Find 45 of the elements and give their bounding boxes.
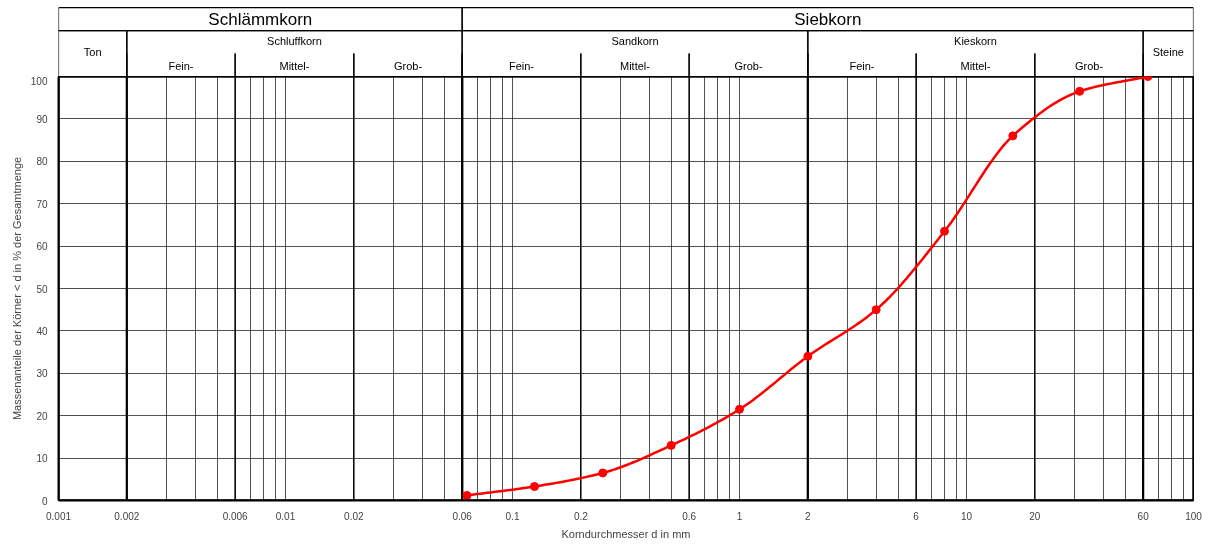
y-tick-label: 10 <box>36 453 48 465</box>
y-tick-label: 30 <box>36 368 48 380</box>
band-label: Schluffkorn <box>267 34 322 47</box>
y-tick-label: 0 <box>41 495 48 507</box>
band-label: Grob- <box>393 60 423 73</box>
band-label: Mittel- <box>620 60 651 73</box>
x-tick-label: 0.006 <box>222 510 249 522</box>
band-label: Sandkorn <box>611 34 659 47</box>
band-label: Kieskorn <box>954 34 997 47</box>
band-label: Steine <box>1152 46 1184 59</box>
y-tick-label: 80 <box>36 156 48 168</box>
x-tick-label: 0.1 <box>505 510 520 522</box>
y-axis-title: Massenanteile der Körner < d in % der Gesamtmenge <box>10 156 23 421</box>
x-tick-label: 0.2 <box>573 510 589 522</box>
y-tick-label: 50 <box>36 283 48 295</box>
y-tick-label: 40 <box>36 325 48 337</box>
y-tick-label: 70 <box>36 198 48 210</box>
x-tick-label: 10 <box>960 510 973 522</box>
band-label: Fein- <box>168 60 194 73</box>
x-tick-label: 20 <box>1029 510 1041 522</box>
y-tick-label: 90 <box>36 113 48 125</box>
x-tick-label: 0.02 <box>344 510 364 522</box>
y-tick-label: 100 <box>30 75 48 87</box>
band-label: Ton <box>83 46 102 59</box>
x-tick-label: 60 <box>1137 510 1150 522</box>
x-tick-label: 0.06 <box>452 510 473 522</box>
band-label: Fein- <box>508 60 535 73</box>
x-tick-label: 0.001 <box>45 510 72 522</box>
x-tick-label: 0.01 <box>275 510 296 522</box>
x-tick-label: 0.002 <box>114 510 140 522</box>
x-tick-label: 6 <box>913 510 920 522</box>
band-label: Mittel- <box>279 60 310 73</box>
x-axis-title: Korndurchmesser d in mm <box>561 527 691 540</box>
band-label: Siebkorn <box>794 9 862 29</box>
band-label: Mittel- <box>960 60 991 73</box>
x-tick-label: 100 <box>1185 510 1203 522</box>
y-tick-label: 20 <box>36 410 48 422</box>
x-tick-label: 1 <box>736 510 743 522</box>
band-label: Grob- <box>734 60 763 73</box>
x-tick-label: 2 <box>805 510 812 522</box>
y-tick-label: 60 <box>36 241 48 253</box>
band-label: Fein- <box>849 60 875 73</box>
band-label: Grob- <box>1074 60 1104 73</box>
x-tick-label: 0.6 <box>682 510 697 522</box>
band-label: Schlämmkorn <box>208 9 313 29</box>
